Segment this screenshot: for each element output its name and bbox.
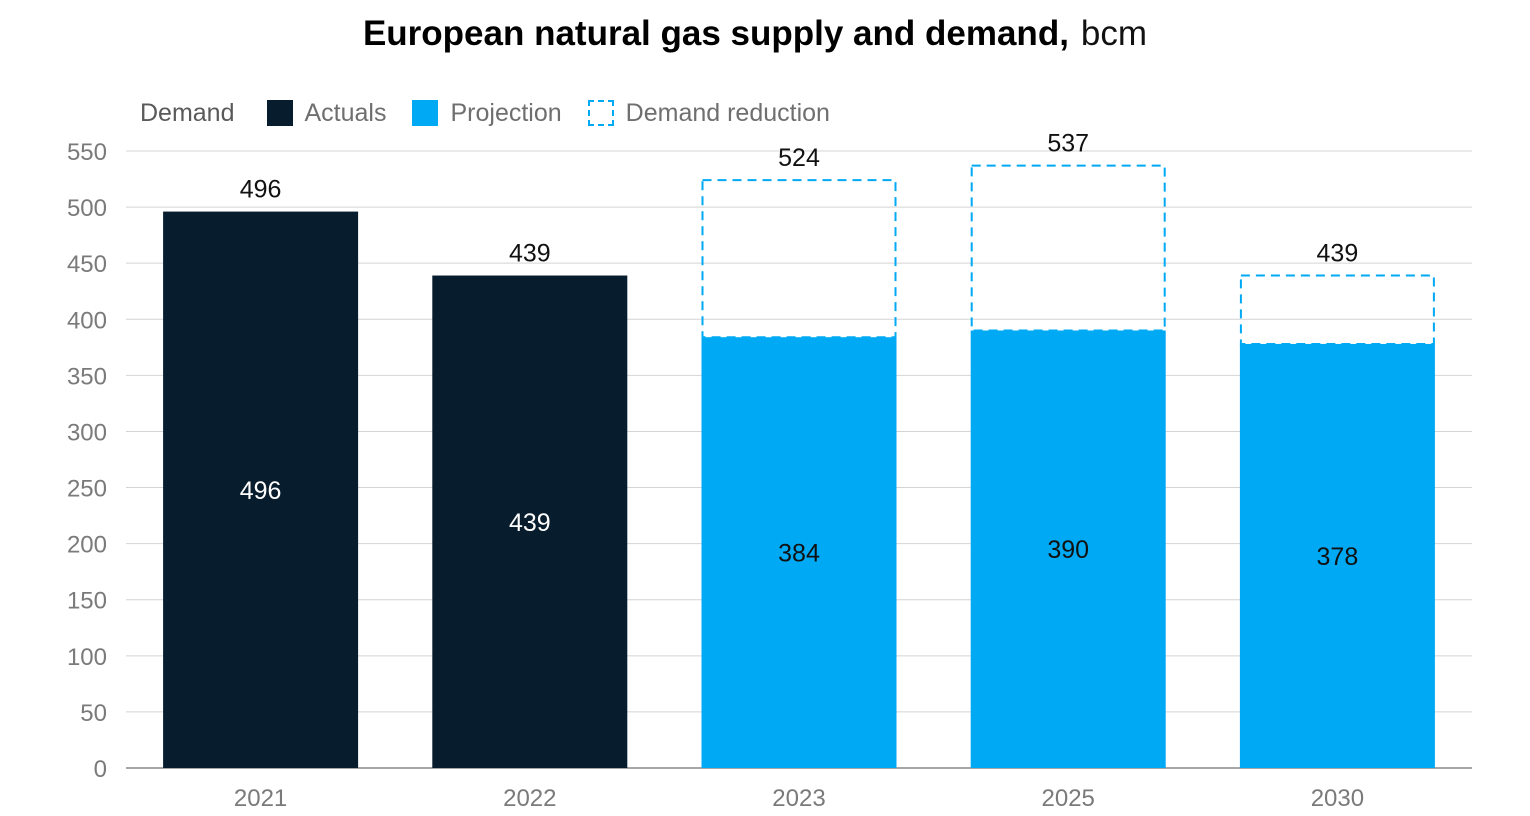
value-label: 496 — [240, 477, 282, 505]
chart-title-text: European natural gas supply and demand, — [362, 14, 1069, 53]
demand-reduction-bar — [970, 164, 1166, 332]
legend-text-reduction: Demand reduction — [625, 98, 830, 127]
y-tick-label: 500 — [67, 195, 107, 222]
legend-swatch-projection — [412, 100, 439, 126]
total-label: 439 — [1317, 240, 1359, 268]
bar — [432, 275, 628, 768]
total-label: 439 — [509, 240, 551, 268]
y-tick-label: 250 — [67, 476, 107, 503]
legend-item-actuals: Actuals — [266, 98, 387, 128]
x-tick-label: 2025 — [1042, 785, 1095, 812]
y-tick-label: 200 — [67, 532, 107, 559]
x-tick-label: 2021 — [234, 785, 287, 812]
chart-title: European natural gas supply and demand, b… — [0, 14, 1510, 54]
value-label: 390 — [1047, 536, 1089, 564]
bar — [1239, 343, 1435, 768]
y-tick-label: 50 — [80, 700, 107, 727]
legend-swatch-reduction — [587, 100, 614, 126]
y-tick-label: 350 — [67, 363, 107, 390]
legend-text-actuals: Actuals — [304, 98, 387, 127]
chart-title-unit: bcm — [1080, 14, 1148, 53]
total-label: 496 — [240, 176, 282, 204]
legend-item-reduction: Demand reduction — [587, 98, 830, 128]
total-label: 537 — [1047, 130, 1089, 158]
demand-reduction-bar — [1239, 274, 1435, 345]
y-tick-label: 100 — [67, 644, 107, 671]
demand-reduction-bar — [701, 179, 897, 339]
legend-swatch-actuals — [266, 100, 293, 126]
value-label: 378 — [1317, 543, 1359, 571]
value-label: 439 — [509, 509, 551, 537]
legend-label: Demand — [140, 98, 235, 127]
x-tick-label: 2022 — [503, 785, 556, 812]
y-tick-label: 0 — [94, 756, 107, 783]
y-tick-label: 150 — [67, 588, 107, 615]
legend-text-projection: Projection — [450, 98, 562, 127]
y-tick-label: 400 — [67, 307, 107, 334]
y-tick-label: 300 — [67, 419, 107, 446]
x-tick-label: 2023 — [772, 785, 825, 812]
y-tick-label: 450 — [67, 251, 107, 278]
bar — [701, 337, 897, 768]
x-tick-label: 2030 — [1311, 785, 1364, 812]
legend-item-projection: Projection — [412, 98, 562, 128]
chart-legend: Demand Actuals Projection Demand reducti… — [140, 97, 856, 129]
bar — [970, 330, 1166, 768]
value-label: 384 — [778, 540, 820, 568]
bar — [163, 211, 359, 768]
total-label: 524 — [778, 144, 820, 172]
y-tick-label: 550 — [67, 139, 107, 166]
